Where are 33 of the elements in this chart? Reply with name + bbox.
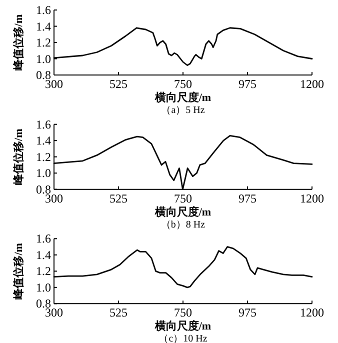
x-tick-label: 975 [238, 77, 256, 91]
x-tick-label: 975 [238, 191, 256, 206]
x-tick-label: 525 [110, 77, 128, 91]
x-tick-label: 750 [174, 306, 192, 320]
y-tick-label: 1.0 [36, 166, 51, 180]
y-tick-label: 1.6 [36, 232, 51, 246]
y-axis-title: 峰值位移/m [12, 243, 25, 300]
x-axis-title: 横向尺度/m [154, 91, 212, 104]
y-tick-label: 1.2 [36, 150, 51, 164]
text: （c）10 Hz [158, 334, 208, 343]
x-tick-label: 975 [238, 306, 256, 320]
x-tick-label: 1200 [300, 191, 324, 206]
x-tick-label: 1200 [300, 77, 324, 91]
y-tick-label: 1.0 [36, 280, 51, 294]
y-tick-label: 1.2 [36, 36, 51, 50]
y-tick-label: 1.0 [36, 52, 51, 66]
x-tick-label: 750 [174, 77, 192, 91]
y-tick-label: 1.6 [36, 117, 51, 132]
x-tick-label: 1200 [300, 306, 324, 320]
y-axis-title: 峰值位移/m [12, 128, 25, 185]
y-tick-label: 1.2 [36, 264, 51, 278]
x-tick-label: 750 [174, 191, 192, 206]
y-tick-label: 1.4 [36, 248, 51, 262]
x-tick-label: 525 [110, 191, 128, 206]
text: （a）5 Hz [161, 105, 206, 116]
x-tick-label: 525 [110, 306, 128, 320]
text: （b）8 Hz [160, 219, 206, 230]
y-tick-label: 1.4 [36, 19, 51, 34]
x-axis-title: 横向尺度/m [154, 205, 212, 218]
y-tick-label: 1.6 [36, 3, 51, 17]
x-axis-title: 横向尺度/m [154, 320, 212, 333]
y-axis-title: 峰值位移/m [12, 14, 25, 71]
y-tick-label: 1.4 [36, 134, 51, 148]
